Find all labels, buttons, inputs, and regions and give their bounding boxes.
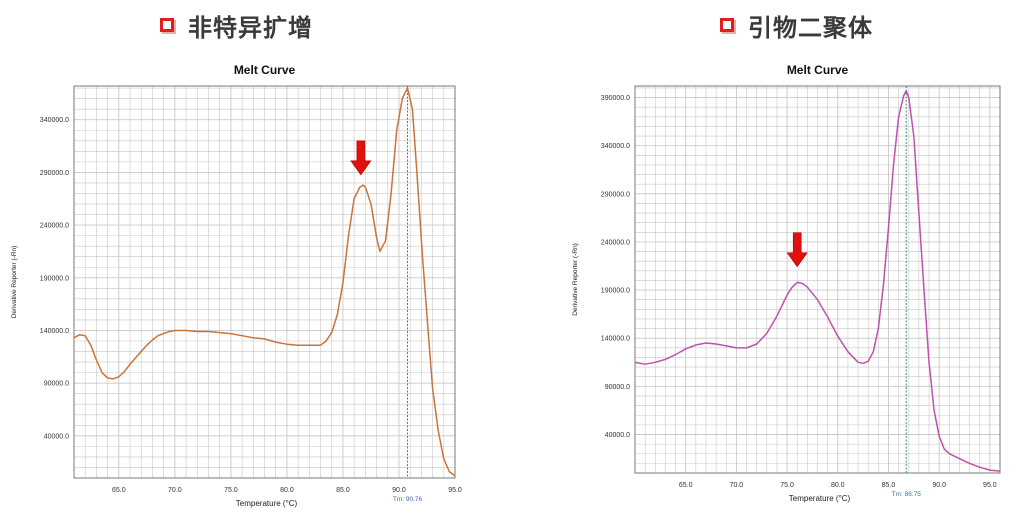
x-tick-label: 75.0 (780, 482, 794, 489)
melt-curve-chart-right: 65.0 70.0 75.0 80.0 85.0 90.0 95.0 40000.0 90000… (572, 63, 1001, 503)
x-tick-label: 85.0 (336, 487, 350, 494)
red-arrow-annotation-icon (350, 140, 372, 176)
y-tick-label: 140000.0 (601, 336, 630, 343)
y-tick-label: 190000.0 (601, 288, 630, 295)
chart-title: Melt Curve (787, 63, 849, 77)
melt-curve-series (73, 87, 456, 477)
plot-frame (73, 85, 456, 479)
melt-curve-series (634, 90, 1001, 472)
heading-nonspecific-amplification: 非特异扩增 (160, 8, 313, 42)
x-tick-label: 95.0 (448, 487, 462, 494)
x-tick-label: 85.0 (882, 482, 896, 489)
y-tick-label: 240000.0 (601, 239, 630, 246)
y-tick-label: 40000.0 (605, 432, 630, 439)
x-tick-label: 95.0 (983, 482, 997, 489)
x-tick-label: 80.0 (831, 482, 845, 489)
x-tick-label: 65.0 (679, 482, 693, 489)
x-axis-label: Temperature (°C) (789, 494, 851, 503)
y-tick-label: 340000.0 (40, 117, 69, 124)
checkbox-bullet-icon (720, 18, 734, 32)
chart-title: Melt Curve (234, 63, 296, 77)
y-tick-label: 40000.0 (44, 433, 69, 440)
y-tick-label: 290000.0 (601, 191, 630, 198)
y-tick-label: 290000.0 (40, 170, 69, 177)
melt-curve-chart-left: 65.0 70.0 75.0 80.0 85.0 90.0 95.0 40000.0 90000… (11, 63, 462, 508)
x-tick-label: 75.0 (224, 487, 238, 494)
y-tick-label: 240000.0 (40, 223, 69, 230)
y-axis-label: Derivative Reporter (-Rn) (11, 246, 18, 319)
red-arrow-annotation-icon (786, 232, 808, 268)
y-tick-label: 390000.0 (601, 95, 630, 102)
x-axis-label: Temperature (°C) (236, 499, 298, 508)
heading-primer-dimer: 引物二聚体 (720, 8, 873, 42)
y-tick-label: 340000.0 (601, 143, 630, 150)
x-tick-label: 70.0 (730, 482, 744, 489)
x-tick-label: 80.0 (280, 487, 294, 494)
tm-label: Tm: 86.75 (892, 491, 922, 498)
x-tick-label: 90.0 (392, 487, 406, 494)
x-tick-label: 90.0 (932, 482, 946, 489)
y-axis-label: Derivative Reporter (-Rn) (572, 243, 579, 316)
x-tick-label: 70.0 (168, 487, 182, 494)
y-tick-label: 190000.0 (40, 275, 69, 282)
heading-left-text: 非特异扩增 (188, 13, 313, 42)
y-tick-label: 90000.0 (44, 381, 69, 388)
heading-right-text: 引物二聚体 (748, 13, 873, 42)
tm-label: Tm: 90.76 (393, 496, 423, 503)
x-tick-label: 65.0 (112, 487, 126, 494)
y-tick-label: 140000.0 (40, 328, 69, 335)
plot-frame (634, 85, 1001, 474)
y-tick-label: 90000.0 (605, 384, 630, 391)
checkbox-bullet-icon (160, 18, 174, 32)
